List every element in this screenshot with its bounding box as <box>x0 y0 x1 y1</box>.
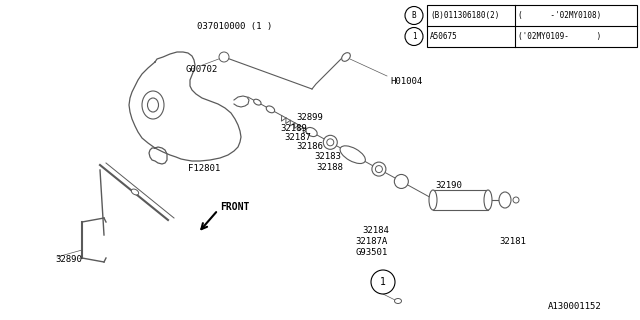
Text: 32188: 32188 <box>316 163 343 172</box>
Ellipse shape <box>340 146 365 164</box>
Text: 32190: 32190 <box>435 181 462 190</box>
Ellipse shape <box>342 53 350 61</box>
Text: 32890: 32890 <box>55 255 82 264</box>
Text: 32187: 32187 <box>284 133 311 142</box>
Ellipse shape <box>513 197 519 203</box>
Ellipse shape <box>372 162 386 176</box>
Text: B: B <box>412 11 416 20</box>
Ellipse shape <box>484 190 492 210</box>
Text: ('02MY0109-      ): ('02MY0109- ) <box>518 32 602 41</box>
Circle shape <box>371 270 395 294</box>
Ellipse shape <box>376 166 383 172</box>
Ellipse shape <box>147 98 159 112</box>
Ellipse shape <box>131 189 139 195</box>
Ellipse shape <box>394 299 401 303</box>
Bar <box>427 5 637 47</box>
Text: 32181: 32181 <box>499 237 526 246</box>
Text: (B)011306180(2): (B)011306180(2) <box>430 11 499 20</box>
Ellipse shape <box>266 106 275 113</box>
Text: H01004: H01004 <box>390 77 422 86</box>
Text: 037010000 (1 ): 037010000 (1 ) <box>197 22 272 31</box>
Text: 32186: 32186 <box>296 142 323 151</box>
Ellipse shape <box>499 192 511 208</box>
FancyBboxPatch shape <box>433 190 488 210</box>
Circle shape <box>405 28 423 45</box>
Ellipse shape <box>327 139 334 146</box>
Ellipse shape <box>306 127 317 137</box>
Circle shape <box>219 52 229 62</box>
Text: 32184: 32184 <box>362 226 389 235</box>
Text: FRONT: FRONT <box>220 202 250 212</box>
Ellipse shape <box>142 91 164 119</box>
Text: F12801: F12801 <box>188 164 220 173</box>
Ellipse shape <box>429 190 437 210</box>
Ellipse shape <box>394 174 408 188</box>
Text: A130001152: A130001152 <box>548 302 602 311</box>
Text: (      -'02MY0108): ( -'02MY0108) <box>518 11 602 20</box>
Text: 32189: 32189 <box>280 124 307 133</box>
Text: 32899: 32899 <box>296 113 323 122</box>
Text: 1: 1 <box>412 32 416 41</box>
Circle shape <box>405 6 423 25</box>
Text: 1: 1 <box>380 277 386 287</box>
Ellipse shape <box>323 135 337 149</box>
Text: 32183: 32183 <box>314 152 341 161</box>
Text: A50675: A50675 <box>430 32 458 41</box>
Text: G00702: G00702 <box>186 65 218 74</box>
Text: G93501: G93501 <box>355 248 387 257</box>
Text: 32187A: 32187A <box>355 237 387 246</box>
Ellipse shape <box>253 99 261 105</box>
